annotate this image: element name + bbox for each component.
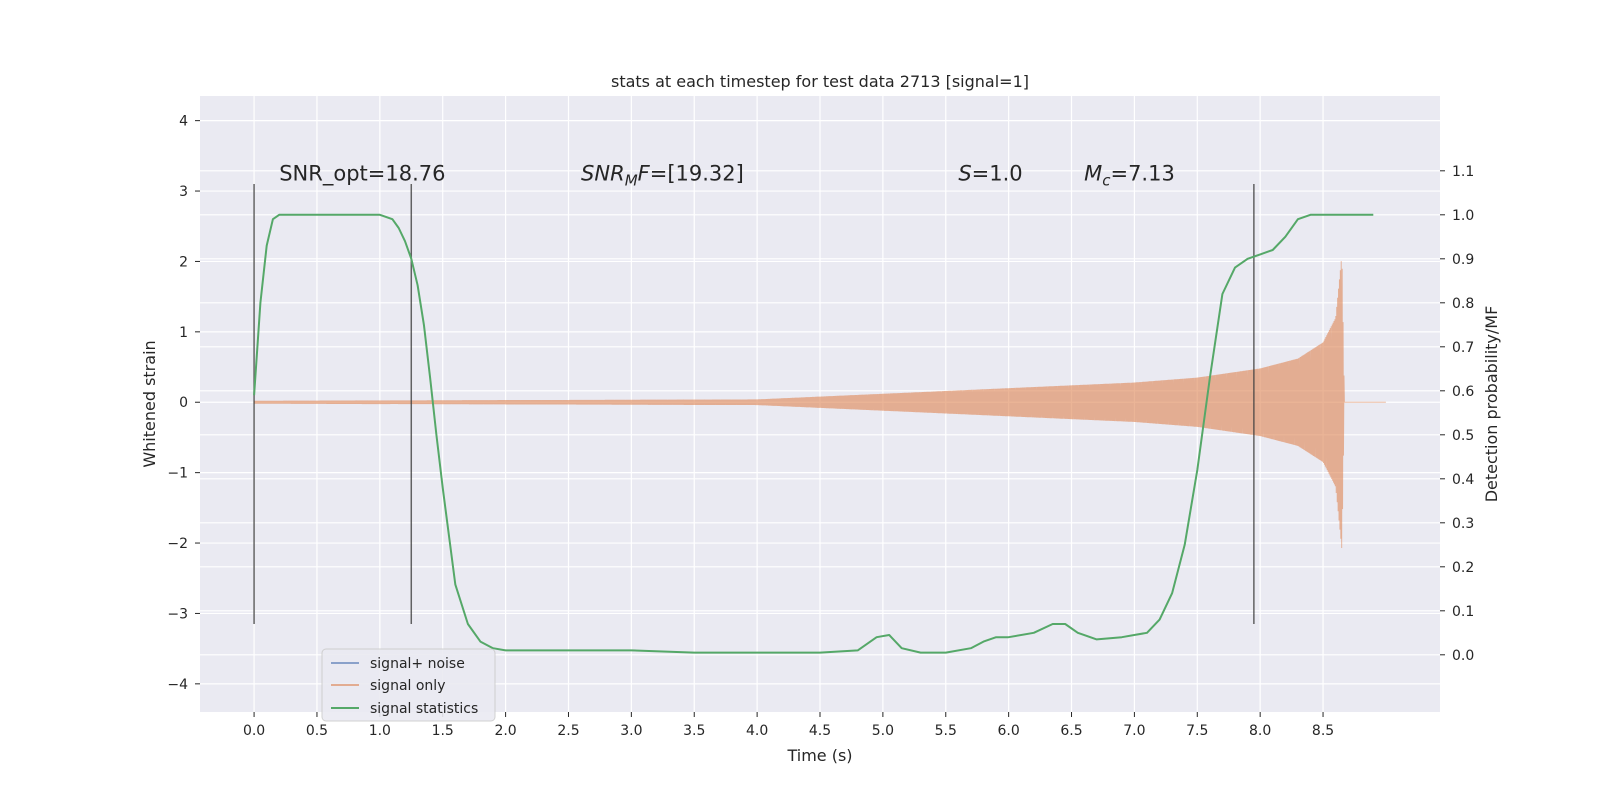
y-tick-label: −2 xyxy=(167,536,188,552)
y2-tick-label: 1.0 xyxy=(1452,208,1474,224)
y-tick-label: −3 xyxy=(167,606,188,622)
signal-statistics-line xyxy=(253,213,1374,654)
legend: signal+ noise signal only signal statist… xyxy=(321,648,496,722)
y2-tick-label: 0.9 xyxy=(1452,252,1474,268)
y2-tick-label: 0.5 xyxy=(1452,428,1474,444)
y2-tick-label: 0.0 xyxy=(1452,648,1474,664)
x-tick-label: 0.5 xyxy=(306,723,328,739)
y-tick-label: −4 xyxy=(167,677,188,693)
y2-axis-label: Detection probability/MF xyxy=(1482,306,1501,503)
y-tick-label: 1 xyxy=(179,325,188,341)
x-axis-label: Time (s) xyxy=(786,746,852,765)
x-tick-label: 5.5 xyxy=(935,723,957,739)
y-tick-label: −1 xyxy=(167,466,188,482)
y-tick-label: 3 xyxy=(179,184,188,200)
y-axis-label: Whitened strain xyxy=(140,340,159,467)
x-tick-label: 5.0 xyxy=(872,723,894,739)
x-tick-label: 7.5 xyxy=(1186,723,1208,739)
x-tick-label: 4.0 xyxy=(746,723,768,739)
x-tick-label: 3.5 xyxy=(683,723,705,739)
series-signal-only xyxy=(253,261,1386,549)
y2-tick-label: 0.3 xyxy=(1452,516,1474,532)
legend-label-signal-only: signal only xyxy=(370,678,445,694)
y2-tick-label: 1.1 xyxy=(1452,164,1474,180)
signal-only-line xyxy=(253,261,1386,549)
x-tick-label: 1.0 xyxy=(369,723,391,739)
x-tick-label: 2.0 xyxy=(494,723,516,739)
y2-tick-label: 0.4 xyxy=(1452,472,1474,488)
y-tick-label: 2 xyxy=(179,254,188,270)
y-ticks: −4 −3 −2 −1 0 1 2 3 4 xyxy=(167,114,200,693)
annotation-1: SNRMF=[19.32] xyxy=(581,161,744,189)
annotations: SNR_opt=18.76 SNRMF=[19.32] S=1.0 Mc=7.13 xyxy=(279,161,1175,189)
legend-label-signal-plus-noise: signal+ noise xyxy=(370,656,465,672)
y-tick-label: 0 xyxy=(179,395,188,411)
x-tick-label: 7.0 xyxy=(1123,723,1145,739)
y2-ticks: 0.0 0.1 0.2 0.3 0.4 0.5 0.6 0.7 0.8 0.9 1.0 1.1 xyxy=(1440,164,1474,664)
chart-title: stats at each timestep for test data 271… xyxy=(611,72,1029,91)
y-grid xyxy=(200,120,1440,685)
y-tick-label: 4 xyxy=(179,114,188,130)
y2-tick-label: 0.2 xyxy=(1452,560,1474,576)
legend-box xyxy=(321,648,496,722)
legend-label-signal-statistics: signal statistics xyxy=(370,701,478,717)
y2-tick-label: 0.1 xyxy=(1452,604,1474,620)
x-tick-label: 6.5 xyxy=(1060,723,1082,739)
x-tick-label: 6.0 xyxy=(998,723,1020,739)
annotation-3: Mc=7.13 xyxy=(1084,161,1175,189)
y2-tick-label: 0.7 xyxy=(1452,340,1474,356)
x-tick-label: 8.0 xyxy=(1249,723,1271,739)
x-tick-label: 8.5 xyxy=(1312,723,1334,739)
x-ticks: 0.0 0.5 1.0 1.5 2.0 2.5 3.0 3.5 4.0 4.5 5.0 5.5 6.0 6… xyxy=(243,712,1334,739)
x-tick-label: 1.5 xyxy=(432,723,454,739)
y2-tick-label: 0.8 xyxy=(1452,296,1474,312)
annotation-2: S=1.0 xyxy=(958,161,1022,185)
y2-tick-label: 0.6 xyxy=(1452,384,1474,400)
x-tick-label: 3.0 xyxy=(620,723,642,739)
series-signal-statistics xyxy=(253,213,1374,654)
x-tick-label: 4.5 xyxy=(809,723,831,739)
x-tick-label: 2.5 xyxy=(557,723,579,739)
annotation-0: SNR_opt=18.76 xyxy=(279,161,445,186)
x-tick-label: 0.0 xyxy=(243,723,265,739)
